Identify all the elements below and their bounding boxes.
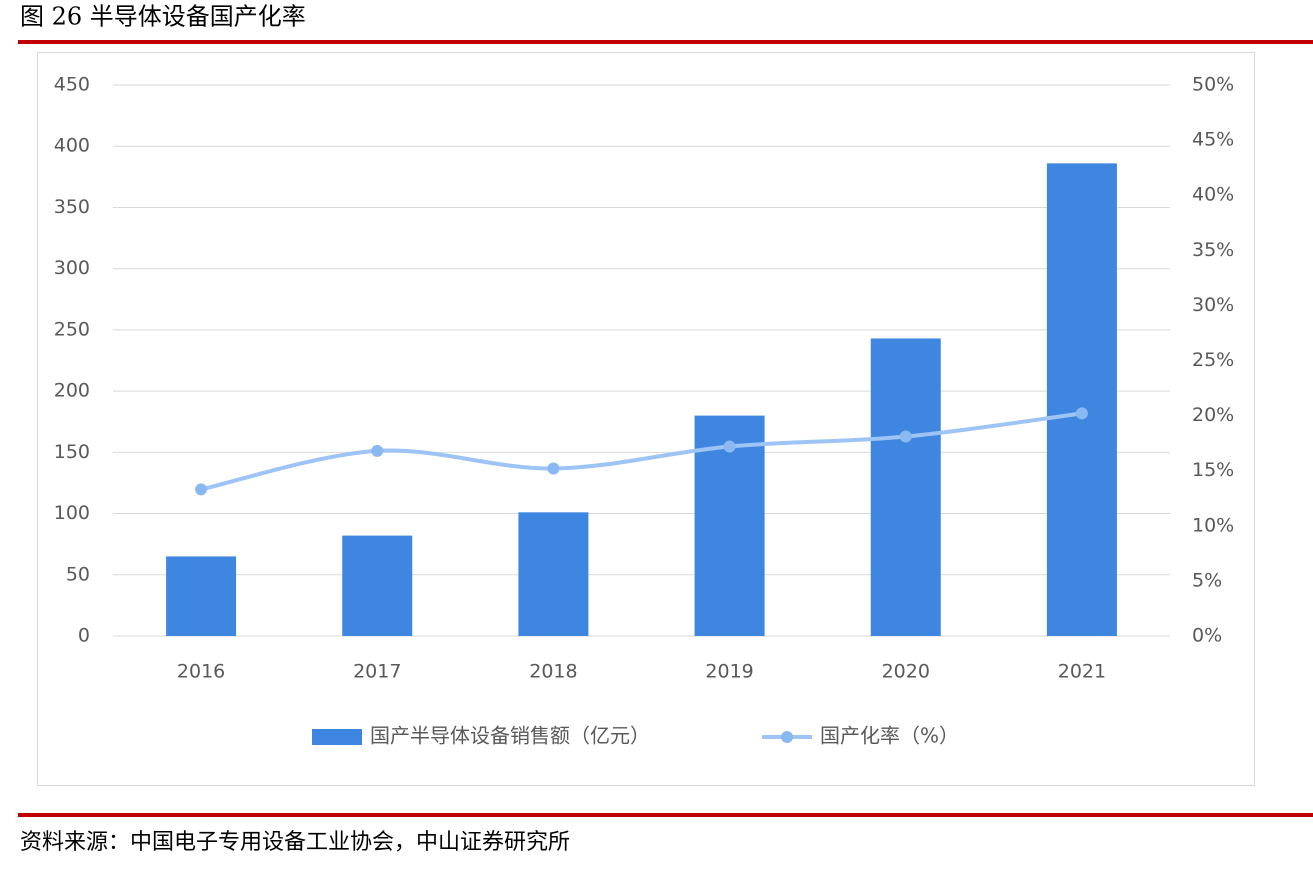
line-marker (723, 440, 736, 453)
legend-label: 国产半导体设备销售额（亿元） (370, 724, 650, 748)
bar (518, 512, 589, 636)
bar (1046, 163, 1117, 636)
y-tick-label: 0 (78, 625, 90, 647)
y-tick-label: 350 (54, 196, 90, 218)
line-marker (1075, 407, 1088, 420)
y2-tick-label: 45% (1192, 129, 1234, 151)
y2-tick-label: 15% (1192, 459, 1234, 481)
y-tick-label: 50 (66, 563, 90, 585)
legend-swatch (312, 729, 362, 745)
source-note: 资料来源：中国电子专用设备工业协会，中山证券研究所 (20, 830, 570, 855)
line-marker (195, 483, 208, 496)
y2-tick-label: 35% (1192, 239, 1234, 261)
y-tick-label: 100 (54, 502, 90, 524)
figure-title: 图 26 半导体设备国产化率 (20, 3, 306, 31)
y2-tick-label: 5% (1192, 569, 1222, 591)
footer-rule (18, 813, 1313, 817)
line-marker (371, 444, 384, 457)
bar (166, 556, 237, 636)
y-tick-label: 400 (54, 135, 90, 157)
x-tick-label: 2021 (1058, 661, 1106, 683)
legend-swatch-marker (781, 731, 793, 743)
y2-tick-label: 10% (1192, 514, 1234, 536)
line (200, 411, 1083, 492)
x-tick-label: 2019 (705, 661, 753, 683)
y-tick-label: 250 (54, 318, 90, 340)
header-rule (18, 40, 1313, 44)
bar (870, 338, 941, 636)
legend-label: 国产化率（%） (820, 724, 959, 748)
y-tick-label: 300 (54, 257, 90, 279)
x-tick-label: 2017 (353, 661, 401, 683)
y2-tick-label: 40% (1192, 184, 1234, 206)
y2-tick-label: 30% (1192, 294, 1234, 316)
y-tick-label: 200 (54, 380, 90, 402)
y-tick-label: 450 (54, 74, 90, 96)
x-tick-label: 2016 (177, 661, 225, 683)
line-marker (899, 430, 912, 443)
y2-tick-label: 20% (1192, 404, 1234, 426)
bar (342, 535, 413, 636)
y2-tick-label: 0% (1192, 625, 1222, 647)
line-marker (547, 462, 560, 475)
x-tick-label: 2020 (882, 661, 930, 683)
y2-tick-label: 50% (1192, 74, 1234, 96)
chart-frame (37, 52, 1255, 786)
x-tick-label: 2018 (529, 661, 577, 683)
y2-tick-label: 25% (1192, 349, 1234, 371)
y-tick-label: 150 (54, 441, 90, 463)
